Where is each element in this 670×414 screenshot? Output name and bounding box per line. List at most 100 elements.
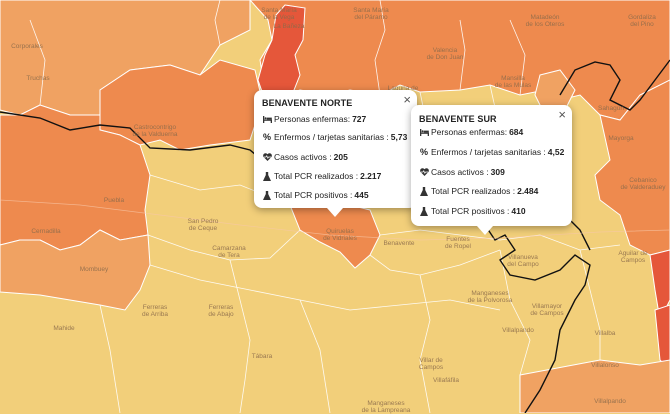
stat-pcr-realizados: Total PCR realizados : 2.217: [262, 171, 381, 181]
place-label-line: Ferreras: [142, 304, 168, 311]
stat-label: Casos activos :: [431, 167, 489, 177]
place-label: Villalonso: [591, 362, 619, 369]
place-label-line: Sahagún: [597, 105, 625, 112]
place-label: Camarzana de Tera: [212, 245, 246, 259]
place-label-line: Camarzana: [212, 245, 246, 252]
place-label: Villar de Campos: [419, 357, 443, 371]
place-label-line: del Pino: [630, 21, 654, 28]
stat-value: 727: [352, 114, 367, 124]
place-label-line: Villafáfila: [433, 377, 459, 384]
place-label: Sahagún: [598, 105, 624, 112]
place-label-line: Villalpando: [502, 327, 534, 334]
close-icon[interactable]: ×: [403, 92, 411, 107]
place-label: Villalpando: [594, 398, 626, 405]
zone-east-red-2[interactable]: [654, 304, 670, 371]
place-label: Mahide: [53, 325, 74, 332]
stat-personas-enfermas: Personas enfermas: 727: [262, 114, 366, 124]
stat-label: Enfermos / tarjetas sanitarias :: [431, 147, 546, 157]
stat-label: Total PCR realizados :: [274, 171, 359, 181]
place-label-line: Manganeses: [471, 290, 509, 297]
place-label: Villalpando: [502, 327, 534, 334]
place-label-line: Villalonso: [591, 362, 619, 369]
place-label: Villanueva del Campo: [507, 254, 538, 268]
place-label-line: La Bañeza: [273, 23, 305, 30]
place-label-line: Matadeón: [530, 14, 560, 21]
zone-mayorga[interactable]: [594, 79, 670, 256]
place-label-line: Aguilar de: [618, 250, 648, 257]
place-label: Valencia de Don Juan: [427, 47, 464, 61]
place-label: Villalba: [595, 330, 616, 337]
percent-icon: %: [262, 132, 271, 142]
place-label: Benavente: [383, 240, 414, 247]
stat-label: Total PCR positivos :: [274, 190, 353, 200]
place-label-line: Puebla: [103, 197, 125, 204]
place-label-line: de Arriba: [141, 311, 169, 318]
roads: [0, 199, 670, 241]
place-label-line: de Valderaduey: [620, 184, 666, 191]
place-label-line: de la Valduerna: [132, 131, 178, 138]
place-label: Mansilla de las Mulas: [495, 75, 532, 89]
place-label: Ferreras de Abajo: [208, 304, 233, 318]
popup-benavente-norte: × BENAVENTE NORTE Personas enfermas: 727…: [254, 90, 417, 217]
zone-mombuey[interactable]: [0, 229, 151, 311]
stat-label: Total PCR positivos :: [431, 206, 510, 216]
place-label-line: Villamayor: [531, 303, 563, 310]
close-icon[interactable]: ×: [558, 107, 566, 122]
place-label: Castrocontrigo de la Valduerna: [132, 124, 177, 138]
stat-pcr-positivos: Total PCR positivos : 445: [262, 190, 369, 200]
flask-icon: [419, 206, 429, 216]
place-label-line: Santa María: [261, 7, 297, 14]
flask-icon: [262, 171, 272, 181]
stat-enfermos-tarjetas: % Enfermos / tarjetas sanitarias : 4,52: [419, 147, 564, 157]
place-label-line: de la Polvorosa: [467, 297, 513, 304]
place-label-line: San Pedro: [187, 218, 219, 225]
place-label-line: de Campos: [530, 310, 564, 317]
place-label: Mombuey: [80, 266, 109, 273]
popup-pointer: [327, 208, 343, 217]
stat-label: Personas enfermas:: [274, 114, 351, 124]
place-label: San Pedro de Ceque: [188, 218, 219, 232]
place-label-line: Villanueva: [508, 254, 538, 261]
place-label-line: Mansilla: [501, 75, 525, 82]
place-label-line: del Páramo: [354, 14, 388, 21]
place-label-line: Gordaliza: [628, 14, 656, 21]
place-label-line: Villalba: [594, 330, 616, 337]
flask-icon: [262, 190, 272, 200]
place-label: Villafáfila: [433, 377, 459, 384]
zone-castrocontrigo[interactable]: [99, 59, 263, 151]
stat-pcr-positivos: Total PCR positivos : 410: [419, 206, 526, 216]
popup-pointer: [477, 226, 493, 235]
place-label-line: Laguna de: [387, 85, 419, 92]
place-label: Fuentes de Ropel: [445, 236, 471, 250]
place-label-line: de Ropel: [444, 243, 472, 250]
stat-value: 2.484: [517, 186, 539, 196]
place-label: Mayorga: [608, 135, 633, 142]
popup-benavente-sur: × BENAVENTE SUR Personas enfermas: 684 %…: [411, 105, 572, 235]
place-label-line: Campos: [418, 364, 444, 371]
bed-icon: [262, 115, 272, 123]
place-label: Gordaliza del Pino: [628, 14, 656, 28]
place-label: Cebanico de Valderaduey: [620, 177, 665, 191]
place-label-line: Tábara: [251, 353, 273, 360]
place-label: Truchas: [26, 75, 49, 82]
place-label: Puebla: [104, 197, 124, 204]
stat-value: 309: [490, 167, 505, 177]
stat-label: Personas enfermas:: [431, 127, 508, 137]
place-label: Villamayor de Campos: [530, 303, 563, 317]
place-label: Tábara: [252, 353, 273, 360]
stat-label: Enfermos / tarjetas sanitarias :: [274, 132, 389, 142]
place-label: Manganeses de la Lampreana: [362, 400, 411, 414]
place-label-line: de Abajo: [208, 311, 234, 318]
place-label-line: Mahide: [53, 325, 75, 332]
place-label-line: Quiruelas: [326, 228, 354, 235]
stat-value: 445: [354, 190, 369, 200]
popup-title: BENAVENTE NORTE: [262, 98, 353, 108]
place-label-line: Valencia: [432, 47, 458, 54]
place-label-line: Castrocontrigo: [133, 124, 177, 131]
place-label-line: Truchas: [26, 75, 50, 82]
bed-icon: [419, 128, 429, 136]
place-label-line: de los Oteros: [525, 21, 565, 28]
place-label-line: Ferreras: [208, 304, 234, 311]
place-label-line: de Vidriales: [323, 235, 357, 242]
place-label: Santa María de la Vega: [261, 7, 296, 21]
